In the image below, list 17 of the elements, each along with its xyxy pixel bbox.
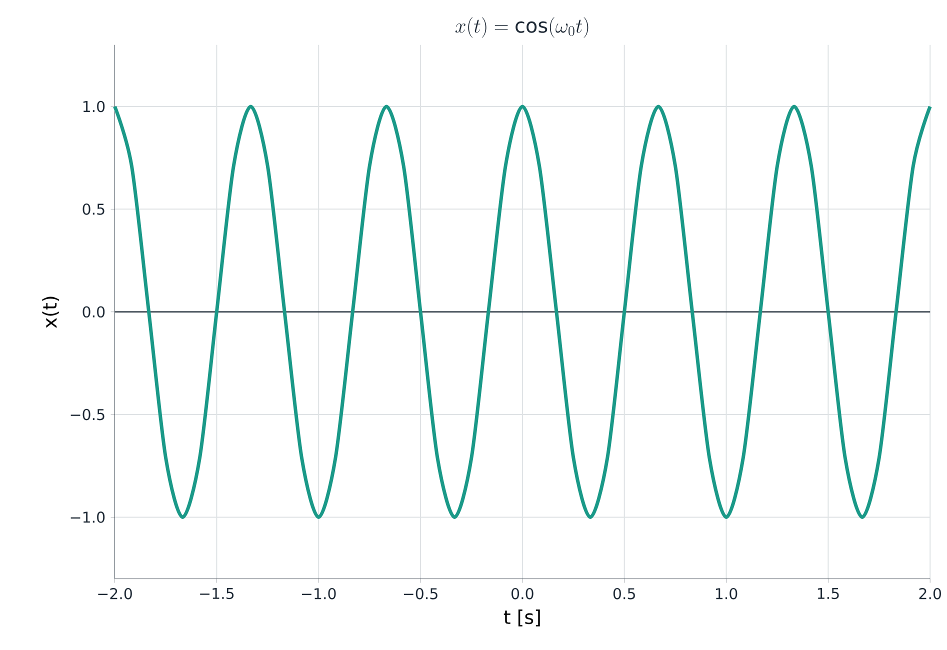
x-tick-label: −2.0: [98, 588, 132, 600]
y-tick-label: −0.5: [70, 409, 104, 420]
x-tick-label: −1.0: [302, 588, 336, 600]
x-tick-label: 1.5: [818, 588, 839, 600]
y-tick-label: 0.0: [82, 306, 105, 318]
y-tick-label: 0.5: [82, 204, 104, 216]
x-tick-label: 2.0: [919, 588, 942, 600]
x-tick-label: −1.5: [200, 588, 234, 600]
y-axis-title: x(t): [42, 296, 60, 328]
x-tick-label: −0.5: [404, 588, 438, 600]
x-tick-label: 0.0: [512, 588, 534, 600]
y-tick-label: 1.0: [83, 100, 105, 112]
x-axis-title: t [s]: [504, 610, 540, 627]
chart-title: $x(t) = \cos(\omega_0 t)$: [455, 17, 588, 38]
x-tick-label: 0.5: [613, 588, 635, 600]
x-tick-label: 1.0: [716, 588, 738, 600]
y-tick-label: −1.0: [70, 512, 105, 524]
